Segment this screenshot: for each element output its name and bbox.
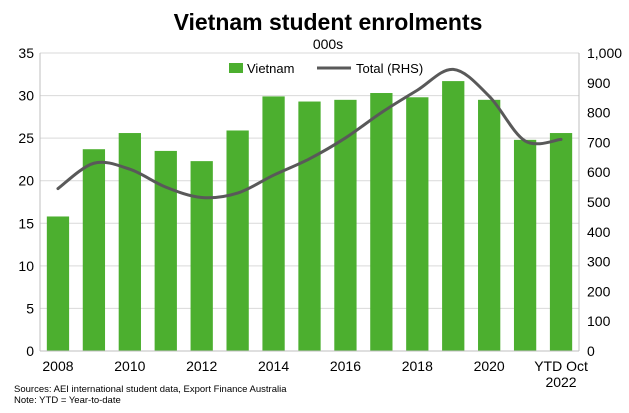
left-tick-label: 25 bbox=[18, 130, 34, 146]
x-tick-label: 2012 bbox=[186, 358, 217, 374]
bar-2009 bbox=[82, 149, 106, 351]
chart-title: Vietnam student enrolments bbox=[174, 9, 483, 35]
bar-2021 bbox=[513, 139, 537, 351]
legend-label-vietnam: Vietnam bbox=[247, 61, 294, 76]
right-tick-label: 0 bbox=[587, 343, 595, 359]
bar-series bbox=[46, 81, 573, 352]
left-tick-label: 35 bbox=[18, 45, 34, 61]
x-tick-label: YTD Oct bbox=[534, 358, 588, 374]
right-axis-ticks: 0 100 200 300 400 500 600 700 800 900 1,000 bbox=[587, 45, 622, 359]
legend-swatch-vietnam bbox=[229, 63, 243, 73]
x-tick-label: 2010 bbox=[114, 358, 145, 374]
bar-2019 bbox=[442, 81, 465, 352]
axes bbox=[39, 53, 580, 352]
right-tick-label: 800 bbox=[587, 105, 611, 121]
line-series bbox=[56, 67, 563, 200]
bar-2011 bbox=[154, 150, 177, 351]
left-tick-label: 30 bbox=[18, 88, 34, 104]
bar-2010 bbox=[118, 133, 141, 351]
bar-2013 bbox=[226, 130, 249, 351]
left-axis-ticks: 0 5 10 15 20 25 30 35 bbox=[18, 45, 34, 359]
right-tick-label: 400 bbox=[587, 224, 611, 240]
x-tick-label: 2014 bbox=[258, 358, 289, 374]
bar-2015 bbox=[298, 101, 321, 351]
left-tick-label: 10 bbox=[18, 258, 34, 274]
bar-2012 bbox=[190, 161, 213, 351]
left-tick-label: 0 bbox=[26, 343, 34, 359]
x-tick-label: 2018 bbox=[402, 358, 433, 374]
legend-label-total: Total (RHS) bbox=[356, 61, 423, 76]
bar-2017 bbox=[370, 93, 393, 351]
left-tick-label: 20 bbox=[18, 173, 34, 189]
right-tick-label: 300 bbox=[587, 254, 611, 270]
right-tick-label: 200 bbox=[587, 283, 611, 299]
legend: Vietnam Total (RHS) bbox=[229, 61, 423, 76]
x-tick-label: 2022 bbox=[545, 374, 576, 390]
x-tick-label: 2008 bbox=[42, 358, 73, 374]
right-tick-label: 700 bbox=[587, 134, 611, 150]
x-tick-label: 2016 bbox=[330, 358, 361, 374]
left-tick-label: 5 bbox=[26, 300, 34, 316]
right-tick-label: 600 bbox=[587, 164, 611, 180]
right-tick-label: 1,000 bbox=[587, 45, 622, 61]
source-note: Sources: AEI international student data,… bbox=[14, 384, 287, 395]
bar-2020 bbox=[478, 99, 501, 351]
bar-ytd-oct-2022 bbox=[549, 133, 573, 351]
chart-subtitle: 000s bbox=[313, 36, 343, 52]
right-tick-label: 900 bbox=[587, 75, 611, 91]
bar-2008 bbox=[46, 216, 70, 351]
left-tick-label: 15 bbox=[18, 215, 34, 231]
footnote-ytd: Note: YTD = Year-to-date bbox=[14, 395, 121, 406]
bar-2018 bbox=[406, 97, 429, 351]
x-tick-label: 2020 bbox=[474, 358, 505, 374]
bar-2016 bbox=[334, 99, 357, 351]
right-tick-label: 100 bbox=[587, 313, 611, 329]
total-line bbox=[56, 67, 563, 200]
right-tick-label: 500 bbox=[587, 194, 611, 210]
bar-2014 bbox=[262, 96, 285, 352]
